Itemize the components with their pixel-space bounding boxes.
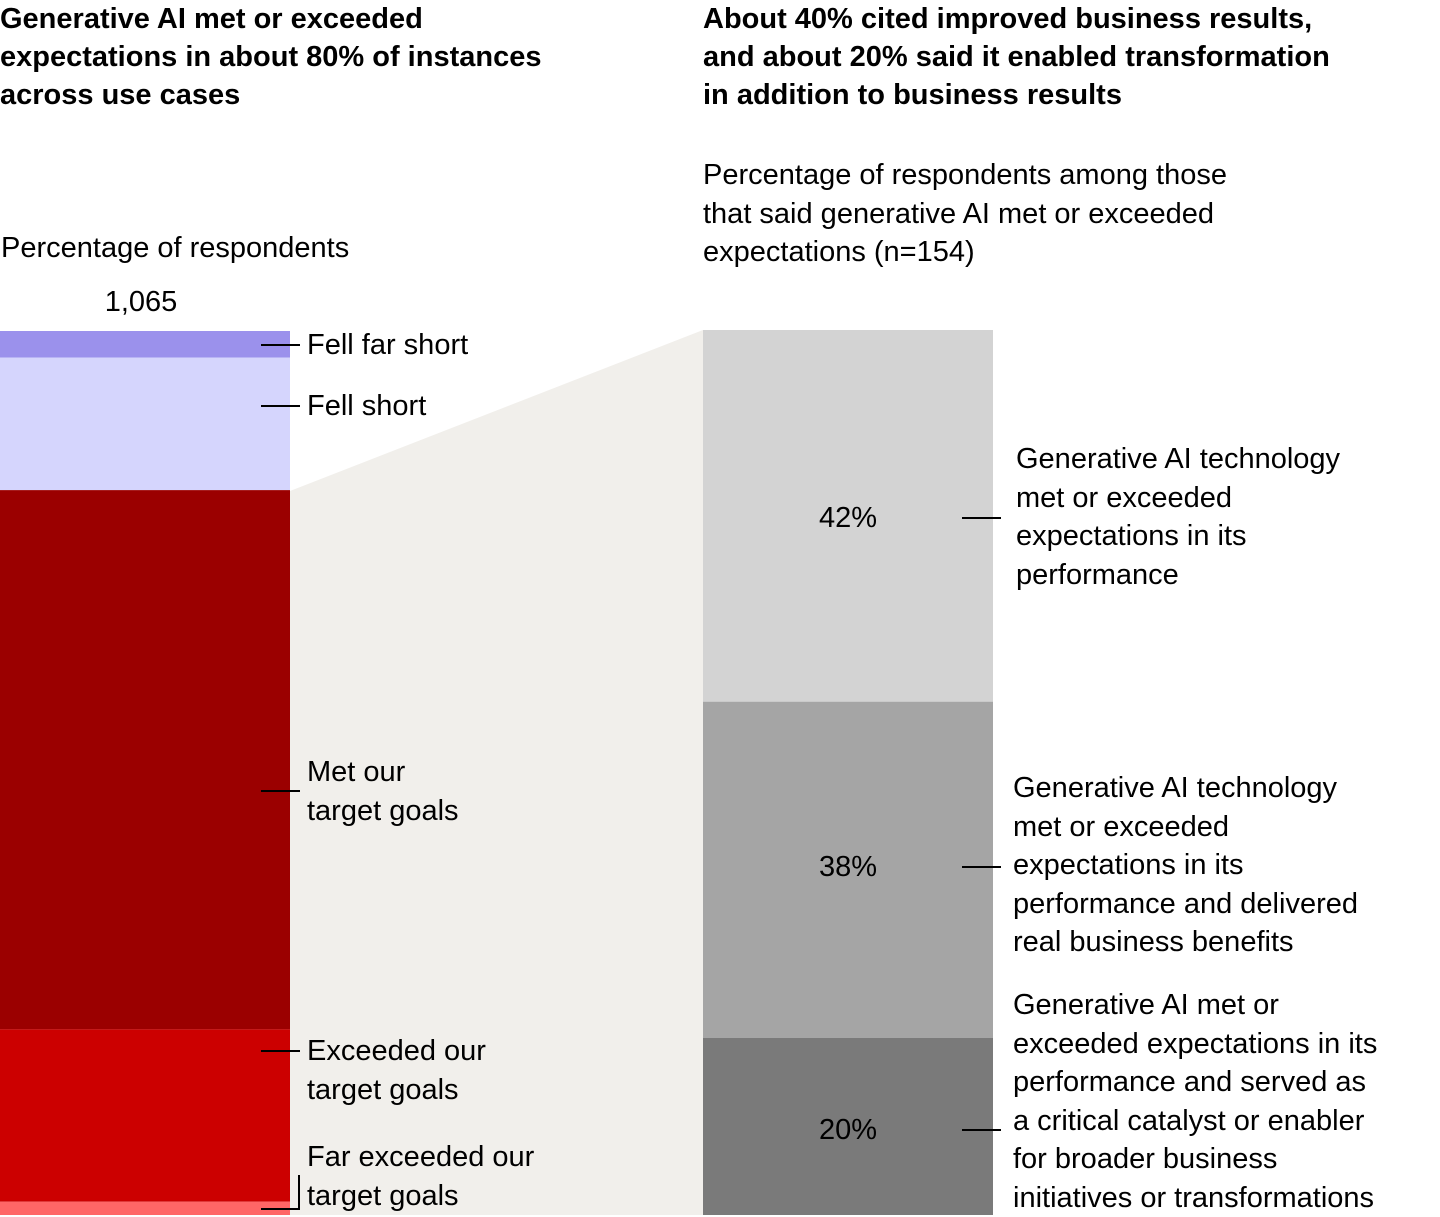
label-transformation: Generative AI met or exceeded expectatio… <box>1013 989 1378 1214</box>
label-far-exceeded-target-goals: Far exceeded our target goals <box>307 1141 535 1212</box>
bar-segment-business-benefits <box>703 701 993 1038</box>
label-performance-only: Generative AI technology met or exceeded… <box>1016 443 1341 591</box>
connector-band <box>290 330 703 1215</box>
label-exceeded-target-goals: Exceeded our target goals <box>307 1035 486 1106</box>
bar-segment-performance-only <box>703 330 993 702</box>
right-chart-title: About 40% cited improved business result… <box>703 3 1330 111</box>
label-fell-short: Fell short <box>307 390 427 422</box>
label-fell-far-short: Fell far short <box>307 329 469 361</box>
right-chart-subtitle: Percentage of respondents among those th… <box>703 159 1227 268</box>
bar-segment-fell-far-short <box>0 331 290 358</box>
bar-segment-fell-short <box>0 357 290 491</box>
left-bar-n-label: 1,065 <box>104 286 178 318</box>
data-label-42: 42% <box>818 502 878 534</box>
leader-line-far-exceeded <box>261 1175 300 1210</box>
left-chart-subtitle: Percentage of respondents <box>1 232 350 264</box>
data-label-20: 20% <box>818 1114 878 1146</box>
bar-segment-exceeded-target-goals <box>0 1029 290 1202</box>
label-business-benefits: Generative AI technology met or exceeded… <box>1013 772 1358 958</box>
bar-segment-far-exceeded-target-goals <box>0 1201 290 1215</box>
bar-segment-met-target-goals <box>0 490 290 1030</box>
left-chart-title: Generative AI met or exceeded expectatio… <box>0 3 542 111</box>
data-label-38: 38% <box>818 851 878 883</box>
bar-segment-transformation <box>703 1038 993 1215</box>
label-met-target-goals: Met our target goals <box>307 756 459 827</box>
